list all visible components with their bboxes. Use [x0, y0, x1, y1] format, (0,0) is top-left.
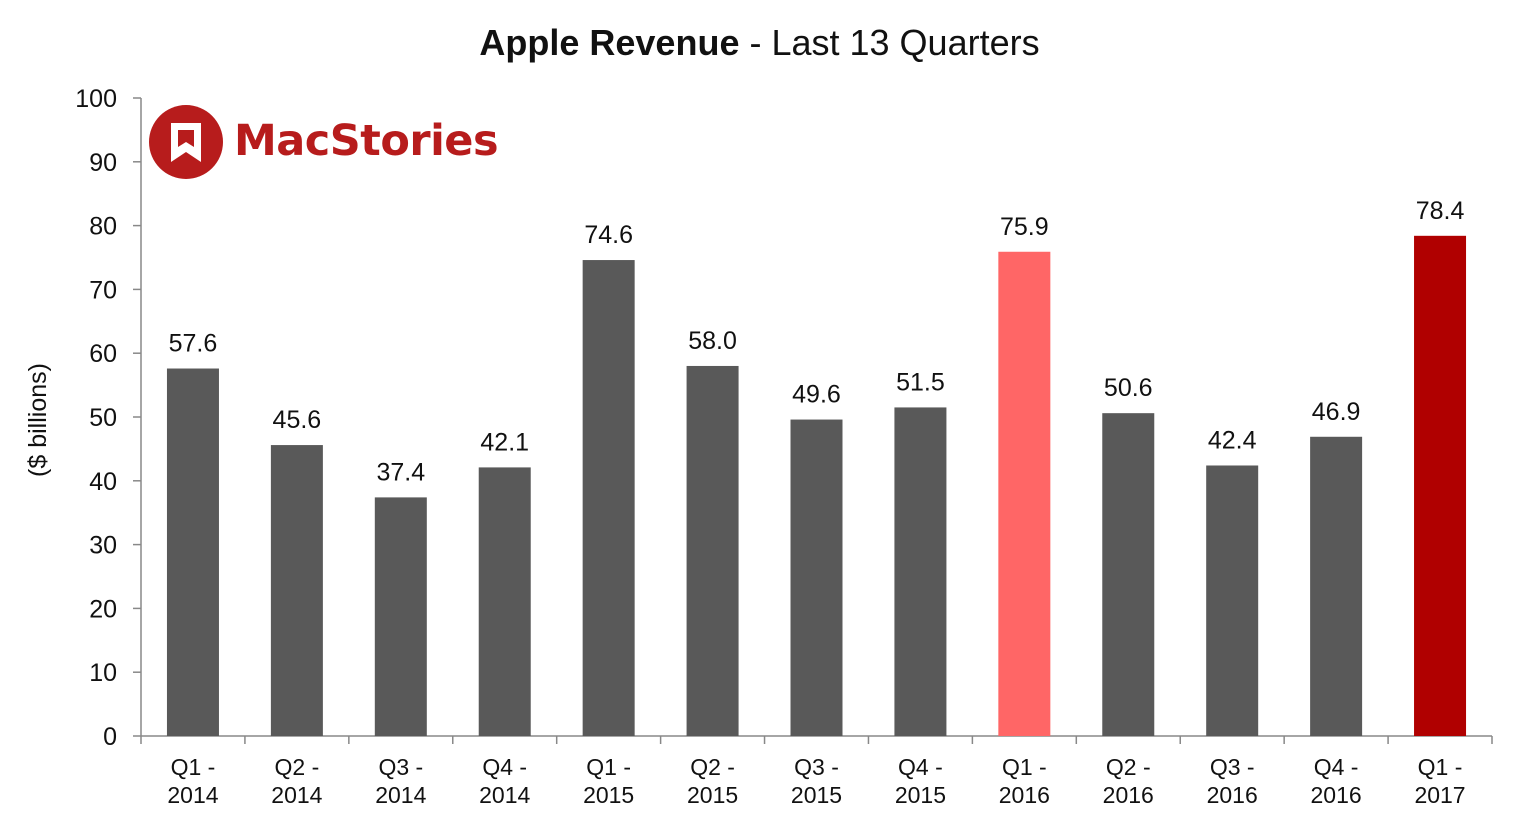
y-tick-label: 80 [89, 213, 117, 241]
axes: 0 10 20 30 40 50 60 70 80 90 100 ($ billions) [24, 85, 1493, 751]
x-tick-label-quarter: Q3 - [378, 754, 423, 780]
x-tick-label-year: 2014 [271, 782, 322, 808]
bar-8 [998, 251, 1051, 736]
y-tick-label: 40 [89, 468, 117, 496]
x-tick-label-quarter: Q2 - [1106, 754, 1151, 780]
bar-2 [374, 497, 427, 736]
bar-5 [686, 365, 739, 736]
bar-4 [582, 260, 635, 736]
x-tick-label-quarter: Q4 - [898, 754, 943, 780]
x-tick-label-year: 2016 [1103, 782, 1154, 808]
x-tick-label-quarter: Q1 - [171, 754, 216, 780]
x-tick-label-year: 2014 [167, 782, 218, 808]
x-tick-label-quarter: Q3 - [794, 754, 839, 780]
bar-value-label: 49.6 [792, 381, 841, 409]
y-tick-label: 0 [103, 723, 117, 751]
x-tick-label-year: 2014 [479, 782, 530, 808]
bar-11 [1310, 436, 1363, 736]
macstories-logo-icon [149, 105, 223, 179]
bar-3 [478, 467, 531, 736]
x-tick-label-year: 2015 [791, 782, 842, 808]
x-tick-label-quarter: Q2 - [275, 754, 320, 780]
bar-6 [790, 419, 843, 736]
x-tick-label-year: 2015 [583, 782, 634, 808]
y-tick-label: 50 [89, 404, 117, 432]
bars [166, 235, 1467, 737]
bar-10 [1206, 465, 1259, 736]
x-tick-label-year: 2015 [895, 782, 946, 808]
x-tick-label-year: 2016 [999, 782, 1050, 808]
bar-value-label: 45.6 [273, 406, 322, 434]
bar-value-label: 58.0 [688, 327, 737, 355]
y-tick-label: 100 [75, 85, 117, 113]
x-tick-label-year: 2014 [375, 782, 426, 808]
x-tick-label-quarter: Q1 - [1418, 754, 1463, 780]
bar-value-label: 37.4 [376, 458, 425, 486]
y-tick-label: 90 [89, 149, 117, 177]
chart-title-rest: - Last 13 Quarters [739, 22, 1040, 63]
bar-value-label: 57.6 [169, 330, 218, 358]
bar-12 [1414, 235, 1467, 737]
bar-value-label: 42.1 [480, 428, 529, 456]
x-tick-label-quarter: Q4 - [482, 754, 527, 780]
y-tick-label: 60 [89, 340, 117, 368]
bar-value-label: 46.9 [1312, 398, 1361, 426]
y-tick-label: 30 [89, 532, 117, 560]
chart-title: Apple Revenue - Last 13 Quarters [0, 22, 1519, 64]
bar-value-label: 78.4 [1416, 197, 1465, 225]
y-tick-label: 10 [89, 659, 117, 687]
bar-value-label: 74.6 [584, 221, 633, 249]
y-tick-label: 20 [89, 595, 117, 623]
bar-value-label: 50.6 [1104, 374, 1153, 402]
y-axis-title: ($ billions) [24, 363, 52, 477]
bar-7 [894, 407, 947, 736]
x-tick-label-year: 2016 [1207, 782, 1258, 808]
x-tick-label-quarter: Q1 - [586, 754, 631, 780]
x-tick-label-year: 2015 [687, 782, 738, 808]
y-tick-label: 70 [89, 276, 117, 304]
brand-name: MacStories [234, 116, 499, 166]
bar-value-label: 75.9 [1000, 213, 1049, 241]
bar-0 [166, 368, 219, 736]
bar-9 [1102, 413, 1155, 736]
bar-value-label: 42.4 [1208, 426, 1257, 454]
bar-value-label: 51.5 [896, 368, 945, 396]
x-tick-label-year: 2016 [1311, 782, 1362, 808]
x-tick-label-quarter: Q3 - [1210, 754, 1255, 780]
x-tick-label-quarter: Q4 - [1314, 754, 1359, 780]
bar-1 [270, 445, 323, 736]
x-tick-label-year: 2017 [1414, 782, 1465, 808]
x-tick-label-quarter: Q1 - [1002, 754, 1047, 780]
x-tick-label-quarter: Q2 - [690, 754, 735, 780]
chart-title-bold: Apple Revenue [479, 22, 740, 63]
